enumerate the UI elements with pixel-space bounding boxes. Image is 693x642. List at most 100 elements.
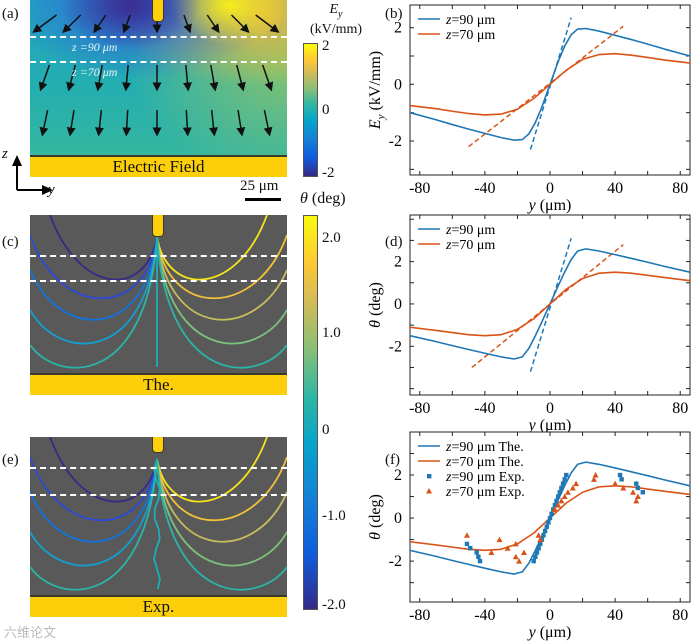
y-tick-label: -2 <box>389 133 402 150</box>
scatter-point <box>562 477 567 482</box>
scatter-point <box>534 550 540 555</box>
field-arrow <box>32 14 57 33</box>
scatter-point <box>569 484 576 491</box>
scatter-point <box>640 490 645 495</box>
colorbar-e <box>303 43 318 177</box>
axis-z-label: z <box>2 146 8 162</box>
field-arrow <box>38 64 51 92</box>
y-axis-label: θ (deg) <box>367 282 384 328</box>
colorbar-theta-title: θ (deg) <box>300 190 346 207</box>
colorbar-theta-tick: 2.0 <box>322 230 341 246</box>
bottom-electrode-c: The. <box>30 373 287 395</box>
watermark: 六维论文 <box>4 626 57 641</box>
field-arrow <box>236 109 246 137</box>
scatter-point <box>536 546 541 551</box>
scatter-point <box>635 485 641 491</box>
scatter-point <box>516 558 523 564</box>
z90-line <box>30 467 287 469</box>
field-line <box>156 458 287 591</box>
field-line <box>30 236 158 321</box>
x-tick-label: -40 <box>474 607 495 624</box>
bottom-electrode-a: Electric Field <box>30 155 287 177</box>
chart-b: -80 -40 0 40 80 -2 0 2 y (μm) Ey (kV/mm) z=90 μmz=… <box>367 4 691 214</box>
field-line <box>156 234 287 299</box>
scatter-point <box>634 481 639 486</box>
field-arrow <box>66 64 77 92</box>
z90-line <box>30 255 287 257</box>
y-tick-label: 2 <box>394 254 402 271</box>
scatter-point <box>551 506 558 512</box>
y-tick-label: -2 <box>389 338 402 355</box>
axis-y-label: y <box>48 182 55 198</box>
scatter-point <box>630 489 637 495</box>
field-arrow <box>209 109 219 137</box>
fit-line <box>468 25 624 148</box>
field-arrow <box>236 64 246 92</box>
colorbar-theta-tick: -2.0 <box>322 597 346 613</box>
needle-electrode <box>152 0 164 22</box>
x-tick-label: 80 <box>672 180 688 197</box>
scatter-point <box>592 472 599 478</box>
bottom-electrode-e: Exp. <box>30 595 287 617</box>
field-line <box>156 236 287 369</box>
y-tick-label: 0 <box>394 296 402 313</box>
x-tick-label: 0 <box>546 607 554 624</box>
scatter-point <box>547 515 553 521</box>
scatter-point <box>544 524 549 529</box>
field-arrows <box>32 14 280 137</box>
legend-swatch <box>426 488 432 494</box>
z90-line <box>30 36 287 38</box>
field-arrow <box>261 64 274 92</box>
colorbar-e-sub: y <box>338 8 343 20</box>
scatter-point <box>620 484 627 491</box>
colorbar-theta-tick: 0 <box>322 422 330 438</box>
panel-label-f: (f) <box>385 452 400 468</box>
theory-director-map <box>30 215 287 373</box>
x-tick-label: 40 <box>607 607 623 624</box>
z70-line <box>30 494 287 496</box>
z70-line <box>30 61 287 63</box>
field-line <box>156 458 287 567</box>
x-tick-label: 40 <box>607 400 623 417</box>
scatter-point <box>549 511 554 516</box>
field-line <box>156 236 287 321</box>
panel-label-d: (d) <box>385 234 403 250</box>
scatter-point <box>555 494 561 499</box>
scatter-point <box>538 541 543 547</box>
legend-label: z=90 μm Exp. <box>445 470 525 485</box>
scatter-point <box>573 480 580 487</box>
scatter-point <box>533 554 538 560</box>
field-arrow <box>209 64 219 92</box>
scatter-point <box>504 545 511 551</box>
experiment-field-lines <box>30 437 287 591</box>
chart-f: -80 -40 0 40 80 -2 0 2 y (μm) θ (deg) z=90 μm The.… <box>367 431 691 641</box>
chart-d: -80 -40 0 40 80 -2 0 2 y (μm) θ (deg) z=90 μmz=70 … <box>367 214 691 434</box>
colorbar-e-tick: 0 <box>322 102 330 118</box>
legend-label: z=70 μm <box>445 28 495 43</box>
scatter-point <box>512 540 519 547</box>
scalebar-label: 25 μm <box>240 178 279 194</box>
legend-label: z=90 μm The. <box>445 440 524 455</box>
field-arrow <box>122 64 132 92</box>
scatter-point <box>541 533 546 538</box>
field-arrow <box>263 109 273 137</box>
x-tick-label: -80 <box>409 180 430 197</box>
field-arrow <box>94 64 104 92</box>
colorbar-e-var: E <box>329 2 339 17</box>
scalebar <box>245 198 281 201</box>
scatter-point <box>463 532 470 538</box>
experiment-director-map <box>30 437 287 595</box>
field-arrow <box>122 14 131 34</box>
panel-label-a: (a) <box>2 6 19 22</box>
scatter-point <box>537 536 544 543</box>
field-line <box>30 236 158 345</box>
scatter-point <box>590 476 597 482</box>
z-arrow-icon <box>12 155 22 166</box>
x-tick-label: 0 <box>546 400 554 417</box>
scatter-point <box>558 497 565 504</box>
field-line <box>156 236 287 345</box>
field-arrow <box>93 14 107 34</box>
legend-label: z=70 μm Exp. <box>445 485 525 500</box>
field-line <box>156 458 287 543</box>
